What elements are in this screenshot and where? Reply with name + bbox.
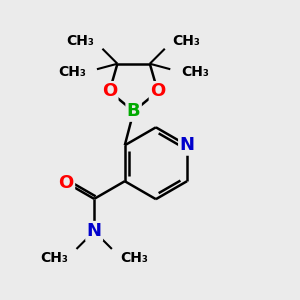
Text: CH₃: CH₃	[40, 251, 68, 265]
Text: O: O	[150, 82, 165, 100]
Text: CH₃: CH₃	[67, 34, 94, 48]
Text: CH₃: CH₃	[181, 65, 209, 79]
Text: O: O	[102, 82, 117, 100]
Text: N: N	[87, 222, 102, 240]
Text: CH₃: CH₃	[58, 65, 86, 79]
Text: O: O	[58, 174, 74, 192]
Text: N: N	[179, 136, 194, 154]
Text: B: B	[127, 102, 140, 120]
Text: CH₃: CH₃	[121, 251, 148, 265]
Text: CH₃: CH₃	[173, 34, 201, 48]
